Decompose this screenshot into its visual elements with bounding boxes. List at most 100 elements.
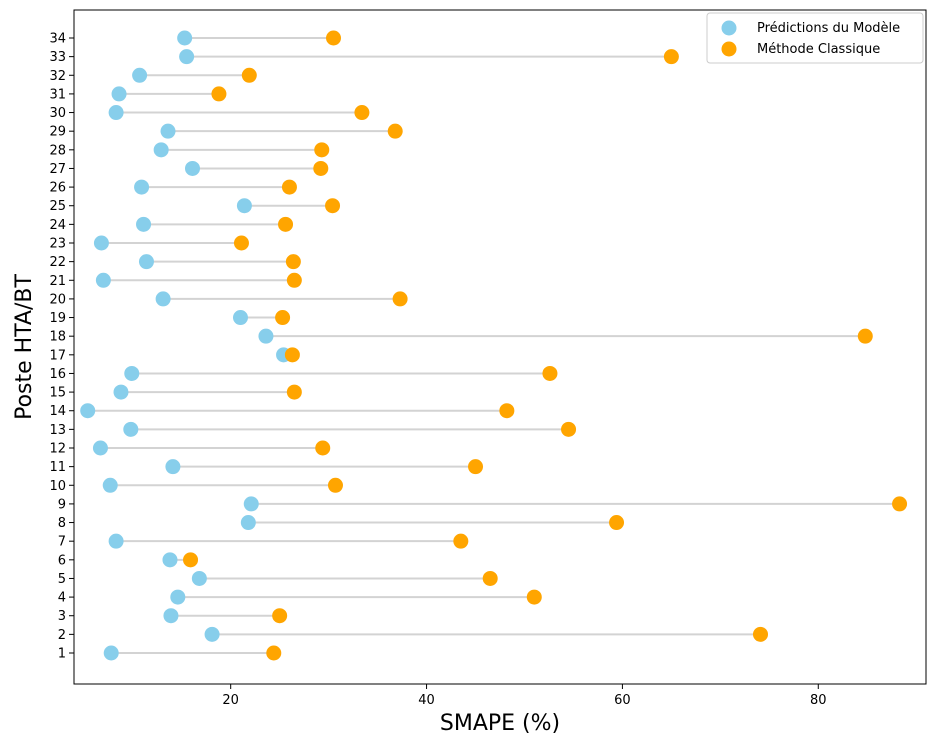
classic-point: [266, 645, 282, 661]
classic-point: [211, 86, 227, 102]
y-tick-label: 27: [49, 162, 66, 177]
model-point: [124, 365, 140, 381]
y-tick-label: 32: [49, 69, 66, 84]
x-axis-label: SMAPE (%): [440, 711, 560, 736]
classic-point: [284, 347, 300, 363]
classic-point: [313, 160, 329, 176]
y-tick-label: 7: [58, 535, 66, 550]
classic-point: [314, 142, 330, 158]
y-tick-label: 12: [49, 442, 66, 457]
classic-point: [241, 67, 257, 83]
model-point: [102, 477, 118, 493]
classic-point: [663, 49, 679, 65]
x-axis-ticks: 20 40 60 80: [222, 684, 827, 708]
classic-point: [387, 123, 403, 139]
model-point: [179, 49, 195, 65]
classic-point: [281, 179, 297, 195]
classic-point: [183, 552, 199, 568]
y-tick-label: 17: [49, 348, 66, 363]
classic-point: [354, 105, 370, 121]
model-point: [132, 67, 148, 83]
classic-point: [272, 608, 288, 624]
y-tick-label: 6: [58, 553, 66, 568]
y-tick-label: 1: [58, 647, 66, 662]
model-point: [258, 328, 274, 344]
model-point: [177, 30, 193, 46]
x-tick-label: 60: [614, 693, 631, 708]
model-point: [136, 216, 152, 232]
classic-point: [326, 30, 342, 46]
y-tick-label: 31: [49, 87, 66, 102]
model-point: [108, 533, 124, 549]
y-axis-ticks: 1234567891011121314151617181920212223242…: [49, 32, 74, 662]
y-tick-label: 20: [49, 292, 66, 307]
classic-point: [892, 496, 908, 512]
classic-point: [278, 216, 294, 232]
y-tick-label: 4: [58, 591, 66, 606]
y-tick-label: 8: [58, 516, 66, 531]
model-point: [160, 123, 176, 139]
classic-point: [315, 440, 331, 456]
model-point: [138, 254, 154, 270]
classic-point: [325, 198, 341, 214]
model-point: [184, 160, 200, 176]
model-point: [111, 86, 127, 102]
legend-marker-model: [721, 20, 737, 36]
y-tick-label: 19: [49, 311, 66, 326]
classic-point: [286, 384, 302, 400]
model-point: [103, 645, 119, 661]
y-tick-label: 11: [49, 460, 66, 475]
classic-point: [857, 328, 873, 344]
model-point: [153, 142, 169, 158]
model-point: [108, 105, 124, 121]
model-point: [232, 310, 248, 326]
y-tick-label: 22: [49, 255, 66, 270]
connector-lines: [87, 37, 900, 654]
y-tick-label: 13: [49, 423, 66, 438]
model-point: [123, 421, 139, 437]
y-tick-label: 26: [49, 181, 66, 196]
classic-point: [233, 235, 249, 251]
model-point: [92, 440, 108, 456]
classic-point: [499, 403, 515, 419]
y-tick-label: 9: [58, 497, 66, 512]
model-point: [162, 552, 178, 568]
y-tick-label: 25: [49, 199, 66, 214]
y-tick-label: 10: [49, 479, 66, 494]
plot-frame: [73, 9, 927, 685]
y-tick-label: 5: [58, 572, 66, 587]
y-tick-label: 29: [49, 125, 66, 140]
legend-label-classic: Méthode Classique: [757, 42, 880, 57]
model-point: [204, 626, 220, 642]
classic-point: [468, 459, 484, 475]
y-tick-label: 24: [49, 218, 66, 233]
classic-point: [285, 254, 301, 270]
model-point: [155, 291, 171, 307]
model-point: [191, 570, 207, 586]
legend-box: [706, 12, 924, 64]
classic-point: [526, 589, 542, 605]
model-point: [236, 198, 252, 214]
y-tick-label: 2: [58, 628, 66, 643]
x-tick-label: 20: [222, 693, 239, 708]
classic-point: [609, 515, 625, 531]
y-tick-label: 33: [49, 50, 66, 65]
classic-point: [392, 291, 408, 307]
classic-point: [275, 310, 291, 326]
legend-label-model: Prédictions du Modèle: [757, 21, 900, 36]
legend-marker-classic: [721, 41, 737, 57]
model-point: [113, 384, 129, 400]
model-point: [95, 272, 111, 288]
y-tick-label: 18: [49, 330, 66, 345]
model-point: [240, 515, 256, 531]
classic-point: [453, 533, 469, 549]
y-tick-label: 14: [49, 404, 66, 419]
y-tick-label: 3: [58, 609, 66, 624]
legend: Prédictions du Modèle Méthode Classique: [706, 12, 924, 64]
y-tick-label: 15: [49, 386, 66, 401]
classic-point: [752, 626, 768, 642]
classic-point: [482, 570, 498, 586]
y-axis-label: Poste HTA/BT: [12, 274, 37, 420]
